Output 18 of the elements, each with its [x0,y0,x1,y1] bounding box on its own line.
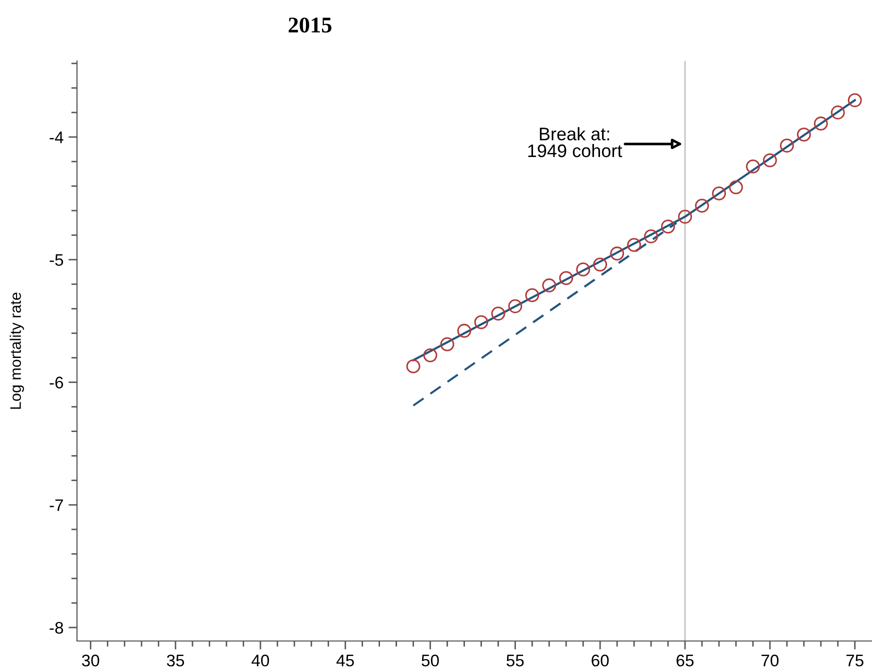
chart-title: 2015 [288,18,332,33]
x-tick-label: 50 [422,654,439,666]
annotation: Break at: 1949 cohort [528,127,622,158]
x-tick-label: 75 [846,654,864,666]
x-tick-label: 40 [252,654,270,666]
y-tick-label: -5 [50,254,64,266]
x-tick-label: 45 [336,654,354,666]
x-tick-label: 35 [166,654,184,666]
y-axis-title: Log mortality rate [10,292,24,409]
x-tick-label: 60 [592,654,609,666]
y-tick-label: -7 [50,499,63,511]
x-tick-label: 65 [676,654,694,666]
x-tick-label: 70 [762,654,779,666]
y-tick-label: -8 [50,622,64,634]
x-tick-label: 30 [82,654,100,666]
x-tick-label: 55 [506,654,524,666]
y-tick-label: -6 [50,376,64,388]
y-tick-label: -4 [50,132,64,144]
